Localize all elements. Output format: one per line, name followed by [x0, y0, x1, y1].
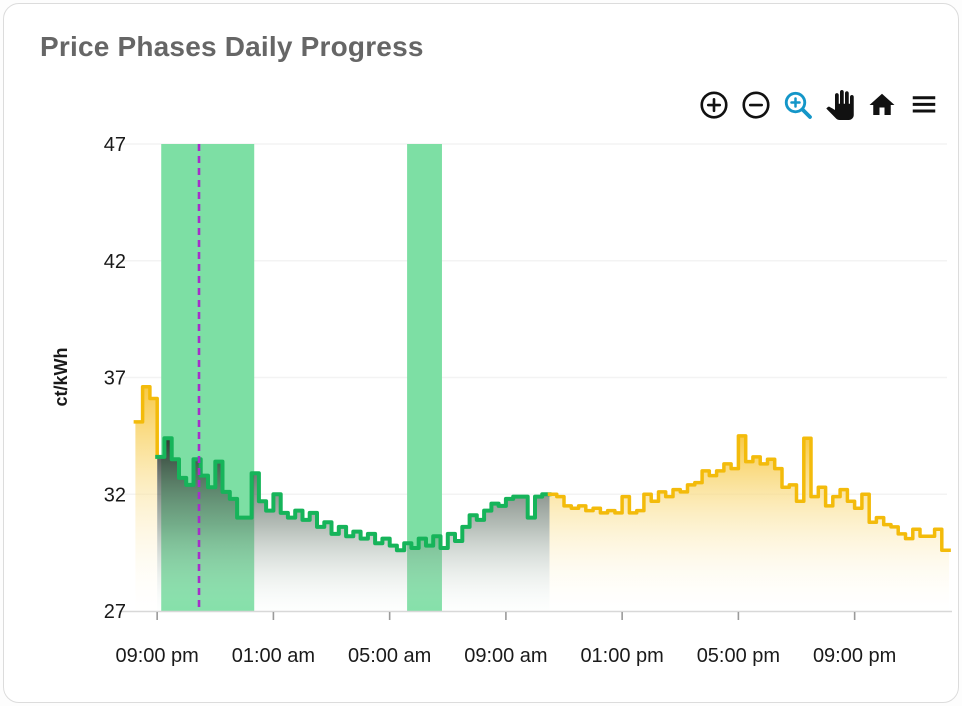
price-chart-plot[interactable]: 09:00 pm 01:00 am 05:00 am 09:00 am 01:00 pm… [4, 4, 959, 703]
y-axis-title: ct/kWh [51, 347, 71, 406]
x-tick-label: 09:00 am [464, 645, 547, 667]
price-phases-card: Price Phases Daily Progress 09:00 pm 01:0… [3, 3, 959, 703]
x-tick-label: 09:00 pm [813, 645, 896, 667]
zoom-in-icon[interactable] [697, 88, 730, 121]
x-tick-label: 01:00 pm [580, 645, 663, 667]
price-next-day-yellow-area [549, 435, 950, 611]
price-evening-yellow-line [133, 385, 159, 459]
home-icon[interactable] [865, 88, 898, 121]
page-title: Price Phases Daily Progress [40, 31, 424, 62]
x-tick-label: 05:00 pm [697, 645, 780, 667]
zoom-out-icon[interactable] [739, 88, 772, 121]
y-tick-label: 47 [104, 134, 126, 156]
x-tick-label: 09:00 pm [115, 645, 198, 667]
y-tick-label: 42 [104, 251, 126, 273]
menu-icon[interactable] [907, 88, 940, 121]
green-phase-window-2 [407, 144, 442, 611]
price-green-phase-area [157, 438, 550, 611]
y-tick-label: 27 [104, 601, 126, 623]
x-tick-label: 01:00 am [232, 645, 315, 667]
y-tick-label: 32 [104, 484, 126, 506]
price-evening-yellow-area [135, 386, 158, 611]
pan-icon[interactable] [823, 88, 856, 121]
x-tick-label: 05:00 am [348, 645, 431, 667]
chart-toolbar [697, 88, 940, 121]
y-tick-label: 37 [104, 368, 126, 390]
box-zoom-icon[interactable] [781, 88, 814, 121]
price-next-day-yellow-line [547, 434, 951, 553]
price-green-phase-line [155, 436, 552, 553]
